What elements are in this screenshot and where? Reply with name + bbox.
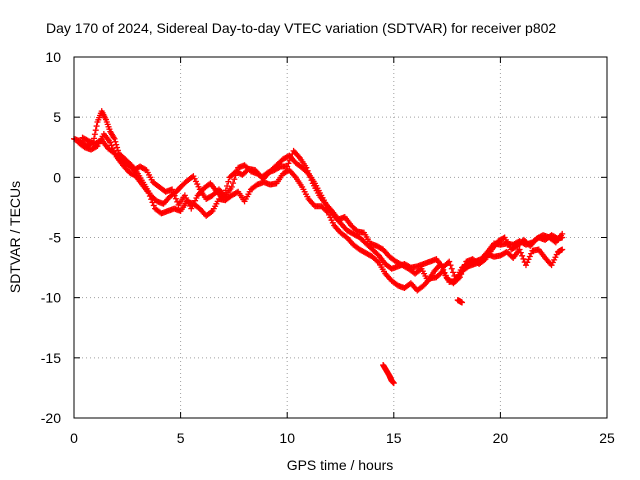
- y-tick-label: -20: [41, 410, 61, 426]
- data-point: [288, 154, 295, 161]
- x-axis-label: GPS time / hours: [287, 457, 394, 473]
- x-tick-label: 20: [493, 430, 509, 446]
- data-point: [284, 163, 291, 170]
- data-point: [455, 275, 462, 282]
- data-point: [112, 138, 119, 145]
- chart-title: Day 170 of 2024, Sidereal Day-to-day VTE…: [46, 20, 556, 36]
- data-point: [286, 157, 293, 164]
- data-point: [93, 123, 100, 130]
- data-point: [458, 271, 465, 278]
- data-point: [446, 258, 453, 265]
- data-point: [460, 264, 467, 271]
- data-point: [92, 127, 99, 134]
- data-point: [525, 256, 532, 263]
- y-tick-label: -15: [41, 350, 61, 366]
- data-point: [230, 180, 237, 187]
- data-point: [519, 252, 526, 259]
- y-tick-label: -10: [41, 290, 61, 306]
- data-point: [441, 269, 448, 276]
- data-point: [442, 272, 449, 279]
- data-point: [559, 230, 566, 237]
- data-point: [517, 249, 524, 256]
- x-tick-label: 5: [177, 430, 185, 446]
- data-point: [142, 166, 149, 173]
- data-point: [111, 135, 118, 142]
- data-point: [450, 269, 457, 276]
- data-point: [148, 196, 155, 203]
- x-tick-label: 15: [386, 430, 402, 446]
- data-point: [448, 265, 455, 272]
- series-outlier-1: [380, 362, 397, 387]
- data-point: [231, 176, 238, 183]
- data-point: [222, 187, 229, 194]
- series-outlier-2: [454, 297, 466, 306]
- data-point: [524, 259, 531, 266]
- y-tick-labels: -20 -15 -10 -5 0 5 10: [41, 49, 61, 426]
- data-point: [308, 177, 315, 184]
- y-tick-label: 10: [45, 49, 61, 65]
- x-tick-label: 25: [599, 430, 615, 446]
- data-point: [221, 191, 228, 198]
- data-point: [447, 262, 454, 269]
- y-tick-label: 5: [53, 109, 61, 125]
- data-point: [113, 141, 120, 148]
- grid-lines: [74, 57, 607, 418]
- data-point: [208, 208, 215, 215]
- data-point: [107, 139, 114, 146]
- data-point: [225, 178, 232, 185]
- data-point: [108, 142, 115, 149]
- data-point: [285, 160, 292, 167]
- data-point: [228, 183, 235, 190]
- data-point: [520, 255, 527, 262]
- series-band-2: [75, 131, 566, 294]
- data-point: [559, 246, 566, 253]
- data-point: [440, 266, 447, 273]
- data-point: [323, 208, 330, 215]
- data-point: [374, 258, 381, 265]
- data-point: [145, 189, 152, 196]
- data-point: [114, 147, 121, 154]
- data-point: [170, 189, 177, 196]
- axis-ticks: [73, 56, 608, 419]
- data-point: [522, 262, 529, 269]
- data-point: [528, 250, 535, 257]
- data-point: [146, 193, 153, 200]
- data-point: [172, 195, 179, 202]
- y-tick-label: -5: [49, 230, 62, 246]
- data-point: [459, 267, 466, 274]
- series-band-3: [79, 134, 566, 287]
- data-point: [462, 261, 469, 268]
- data-point: [305, 170, 312, 177]
- data-point: [169, 186, 176, 193]
- data-point: [307, 174, 314, 181]
- data-point: [459, 299, 466, 306]
- data-point: [456, 274, 463, 281]
- y-axis-label: SDTVAR / TECUs: [7, 181, 23, 293]
- data-point: [438, 263, 445, 270]
- x-tick-label: 0: [70, 430, 78, 446]
- data-points: [71, 108, 566, 387]
- data-point: [304, 167, 311, 174]
- data-point: [224, 182, 231, 189]
- data-point: [149, 199, 156, 206]
- data-point: [516, 246, 523, 253]
- data-point: [150, 202, 157, 209]
- data-point: [91, 131, 98, 138]
- x-tick-labels: 0 5 10 15 20 25: [70, 430, 615, 446]
- plot-frame: [73, 56, 608, 419]
- data-point: [437, 260, 444, 267]
- data-point: [526, 253, 533, 260]
- data-point: [390, 380, 397, 387]
- x-tick-label: 10: [279, 430, 295, 446]
- data-point: [114, 144, 121, 151]
- data-point: [220, 195, 227, 202]
- data-point: [171, 192, 178, 199]
- data-point: [303, 164, 310, 171]
- y-tick-label: 0: [53, 169, 61, 185]
